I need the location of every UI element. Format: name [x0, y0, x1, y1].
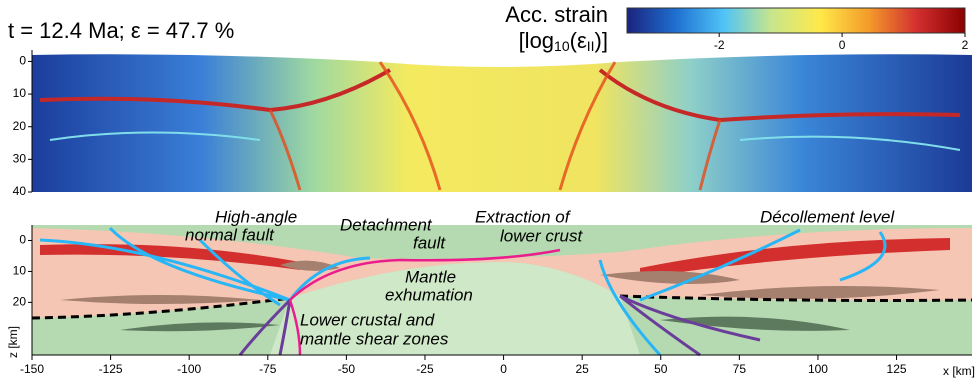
annotation: exhumation	[385, 285, 473, 304]
annotation: High-angle	[215, 207, 297, 226]
x-tick-label: -75	[259, 362, 277, 376]
x-tick-label: -125	[99, 362, 123, 376]
y-tick-label: 30	[13, 152, 27, 166]
x-tick-label: -50	[338, 362, 356, 376]
colorbar-tick-label: 0	[839, 38, 846, 52]
x-tick-label: 75	[733, 362, 747, 376]
annotation: lower crust	[500, 226, 583, 245]
x-tick-label: 25	[575, 362, 589, 376]
x-tick-label: -25	[416, 362, 434, 376]
colorbar-tick-label: 2	[962, 38, 969, 52]
colorbar-tick-label: -2	[714, 38, 725, 52]
y-tick-label: 40	[13, 184, 27, 198]
x-tick-label: 0	[500, 362, 507, 376]
x-tick-label: 100	[808, 362, 828, 376]
y-tick-label: 20	[13, 295, 27, 309]
x-tick-label: 50	[654, 362, 668, 376]
annotation: Mantle	[405, 267, 456, 286]
y-tick-label: 20	[13, 119, 27, 133]
y-tick-label: 10	[13, 264, 27, 278]
x-tick-label: -100	[177, 362, 201, 376]
figure: t = 12.4 Ma; ε = 47.7 % Acc. strain [log…	[0, 0, 977, 387]
colorbar	[627, 8, 965, 33]
annotation: Extraction of	[475, 207, 572, 226]
annotation: normal fault	[185, 225, 275, 244]
y-axis-label: z [km]	[6, 326, 20, 358]
title: t = 12.4 Ma; ε = 47.7 %	[8, 18, 234, 43]
y-tick-label: 10	[13, 86, 27, 100]
y-tick-label: 0	[19, 233, 26, 247]
colorbar-title: Acc. strain	[505, 2, 608, 27]
annotation: Décollement level	[760, 207, 895, 226]
annotation: fault	[413, 233, 446, 252]
x-tick-label: 125	[887, 362, 907, 376]
x-tick-label: -150	[20, 362, 44, 376]
strain-field	[32, 54, 972, 192]
annotation: Lower crustal and	[300, 310, 435, 329]
annotation: Detachment	[340, 215, 433, 234]
annotation: mantle shear zones	[300, 329, 449, 348]
colorbar-unit: [log10(εII)]	[519, 28, 608, 54]
y-tick-label: 0	[19, 54, 26, 68]
x-axis-label: x [km]	[943, 364, 975, 378]
